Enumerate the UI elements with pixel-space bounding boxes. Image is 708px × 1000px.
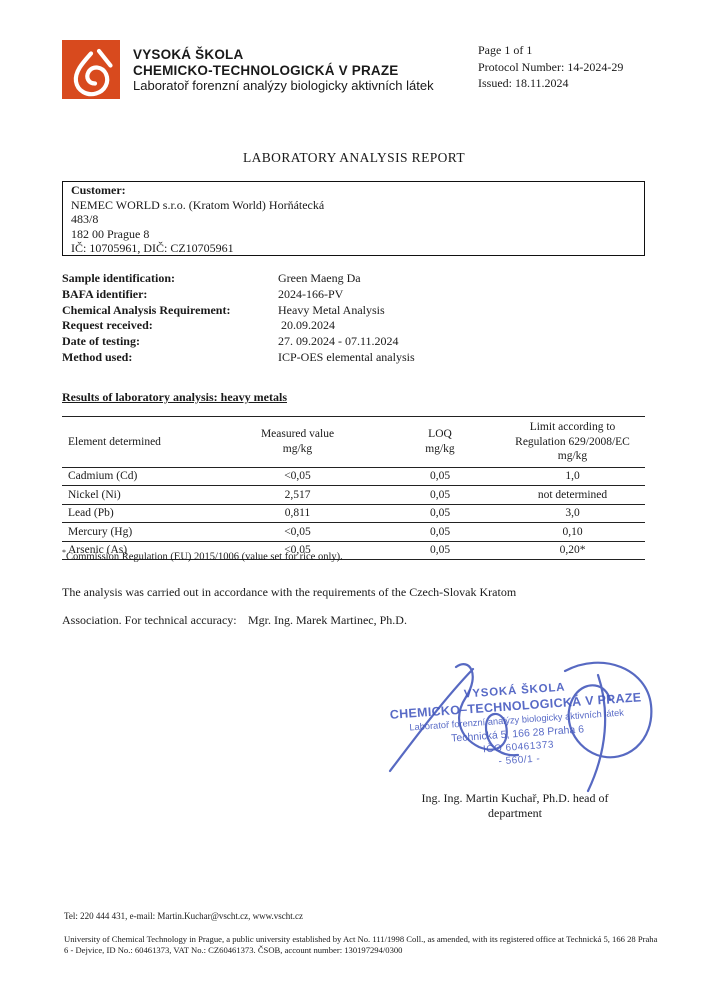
col-measured: Measured value mg/kg (215, 417, 380, 468)
page-info: Page 1 of 1 Protocol Number: 14-2024-29 … (478, 42, 623, 92)
statement-line2: Association. For technical accuracy: Mgr… (62, 613, 645, 628)
signer-name: Ing. Ing. Martin Kuchař, Ph.D. head of (421, 791, 609, 805)
cell-measured: <0,05 (284, 525, 311, 538)
col-loq: LOQ mg/kg (380, 417, 500, 468)
statement-line1: The analysis was carried out in accordan… (62, 585, 517, 599)
cell-limit: 0,20* (559, 544, 586, 556)
footnote-text: Commission Regulation (EU) 2015/1006 (va… (66, 551, 343, 563)
table-row: Mercury (Hg) <0,05 0,05 0,10 (62, 523, 645, 541)
table-row: Lead (Pb) 0,811 0,05 3,0 (62, 504, 645, 523)
cell-loq: 0,05 (429, 488, 451, 501)
field-label: BAFA identifier: (62, 286, 148, 301)
customer-label: Customer: (71, 183, 126, 197)
technical-accuracy-name: Mgr. Ing. Marek Martinec, Ph.D. (248, 613, 407, 627)
cell-element: Lead (Pb) (68, 507, 114, 519)
report-title: LABORATORY ANALYSIS REPORT (242, 150, 466, 165)
field-value: Green Maeng Da (278, 271, 361, 285)
footer-legal: University of Chemical Technology in Pra… (64, 934, 658, 955)
report-header: VYSOKÁ ŠKOLA CHEMICKO-TECHNOLOGICKÁ V PR… (62, 40, 434, 99)
col-header-text: Element determined (68, 435, 161, 448)
sample-info-row: Date of testing: 27. 09.2024 - 07.11.202… (62, 334, 645, 350)
cell-loq: 0,05 (429, 544, 451, 556)
protocol-number: Protocol Number: 14-2024-29 (478, 59, 624, 74)
cell-element: Mercury (Hg) (68, 525, 133, 538)
sample-info-row: Request received: 20.09.2024 (62, 318, 645, 334)
col-element: Element determined (62, 417, 215, 468)
cell-element: Arsenic (As) (68, 544, 128, 556)
field-label: Chemical Analysis Requirement: (62, 302, 231, 317)
cell-limit: 3,0 (565, 507, 580, 519)
signature-icon (388, 661, 653, 793)
field-label: Sample identification: (62, 271, 175, 285)
sample-info-row: BAFA identifier: 2024-166-PV (62, 287, 645, 303)
customer-box: Customer: NEMEC WORLD s.r.o. (Kratom Wor… (62, 181, 645, 256)
field-value: 2024-166-PV (278, 286, 344, 301)
results-heading: Results of laboratory analysis: heavy me… (62, 390, 287, 404)
signer-block: Ing. Ing. Martin Kuchař, Ph.D. head of d… (400, 791, 630, 821)
signer-title: department (488, 806, 542, 820)
table-row: Cadmium (Cd) <0,05 0,05 1,0 (62, 467, 645, 486)
table-footnote: *Commission Regulation (EU) 2015/1006 (v… (62, 548, 343, 563)
sample-info-row: Chemical Analysis Requirement: Heavy Met… (62, 303, 645, 319)
cell-limit: 0,10 (562, 525, 583, 538)
col-header-unit: mg/kg (282, 442, 313, 455)
field-value: 27. 09.2024 - 07.11.2024 (278, 334, 399, 349)
col-limit: Limit according to Regulation 629/2008/E… (500, 417, 645, 468)
cell-measured: <0,05 (284, 544, 311, 556)
cell-element: Nickel (Ni) (68, 488, 121, 501)
cell-limit: not determined (537, 488, 608, 501)
customer-name: NEMEC WORLD s.r.o. (Kratom World) Horňát… (71, 197, 325, 212)
institution-line1: VYSOKÁ ŠKOLA (133, 47, 244, 62)
cell-loq: 0,05 (429, 470, 451, 482)
sample-info-row: Method used: ICP-OES elemental analysis (62, 350, 645, 366)
table-header-row: Element determined Measured value mg/kg … (62, 417, 645, 468)
col-header-unit: mg/kg (557, 450, 588, 462)
sample-info-row: Sample identification: Green Maeng Da (62, 271, 645, 287)
col-header-text: Limit according to (529, 421, 616, 433)
field-value: 20.09.2024 (278, 318, 335, 333)
customer-ids: IČ: 10705961, DIČ: CZ10705961 (71, 241, 234, 256)
col-header-text: LOQ (428, 428, 452, 441)
table-row: Nickel (Ni) 2,517 0,05 not determined (62, 486, 645, 504)
vscht-flask-icon (73, 48, 113, 97)
field-label: Method used: (62, 349, 133, 364)
institution-name: VYSOKÁ ŠKOLA CHEMICKO-TECHNOLOGICKÁ V PR… (133, 40, 434, 99)
results-table: Element determined Measured value mg/kg … (62, 416, 645, 560)
cell-measured: 2,517 (284, 488, 311, 501)
institution-line3: Laboratoř forenzní analýzy biologicky ak… (133, 78, 434, 93)
col-header-text: Regulation 629/2008/EC (515, 435, 630, 448)
cell-measured: 0,811 (284, 507, 311, 519)
cell-loq: 0,05 (429, 525, 451, 538)
table-row: Arsenic (As) <0,05 0,05 0,20* (62, 541, 645, 560)
statement-line2-label: Association. For technical accuracy: (62, 613, 237, 627)
institution-line2: CHEMICKO-TECHNOLOGICKÁ V PRAZE (133, 62, 399, 78)
page-number: Page 1 of 1 (478, 43, 533, 57)
cell-loq: 0,05 (429, 507, 451, 519)
cell-measured: <0,05 (284, 470, 311, 482)
cell-limit: 1,0 (565, 470, 580, 482)
sample-info: Sample identification: Green Maeng Da BA… (62, 271, 645, 366)
footnote-marker: * (62, 548, 66, 557)
accreditation-statement: The analysis was carried out in accordan… (62, 585, 645, 628)
cell-element: Cadmium (Cd) (68, 470, 138, 482)
footer-contact: Tel: 220 444 431, e-mail: Martin.Kuchar@… (64, 911, 304, 921)
customer-street: 483/8 (71, 212, 99, 227)
customer-city: 182 00 Prague 8 (71, 226, 150, 241)
field-value: Heavy Metal Analysis (278, 302, 385, 317)
field-label: Request received: (62, 318, 153, 333)
field-label: Date of testing: (62, 334, 140, 349)
col-header-text: Measured value (260, 428, 335, 441)
vscht-logo (62, 40, 120, 99)
field-value: ICP-OES elemental analysis (278, 349, 415, 364)
col-header-unit: mg/kg (425, 442, 455, 455)
issued-date: Issued: 18.11.2024 (478, 76, 569, 90)
